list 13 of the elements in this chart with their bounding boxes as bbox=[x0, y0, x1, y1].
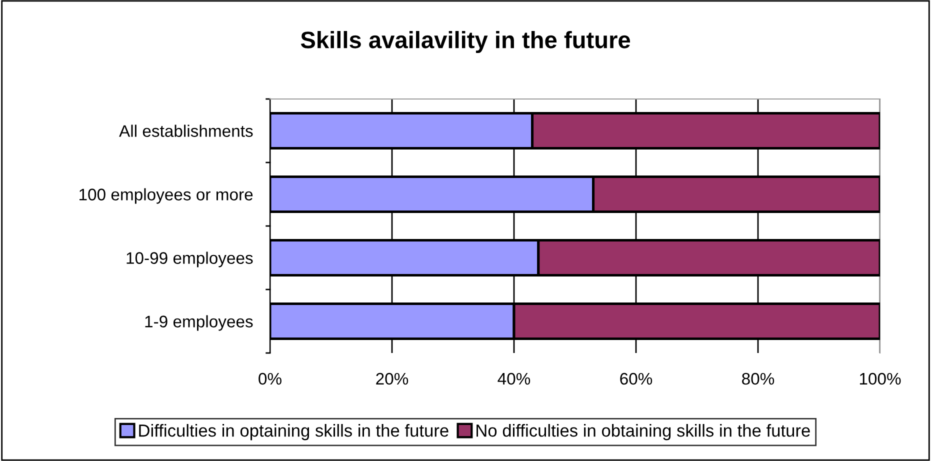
legend-label: No difficulties in obtaining skills in the future bbox=[476, 424, 810, 440]
y-tick-label: All establishments bbox=[119, 124, 253, 137]
legend-label: Difficulties in optaining skills in the future bbox=[139, 424, 448, 440]
x-tick-label: 60% bbox=[620, 372, 652, 385]
y-tick-label: 10-99 employees bbox=[126, 252, 253, 268]
chart-title: Skills availavility in the future bbox=[300, 30, 630, 54]
x-tick-label: 100% bbox=[860, 372, 901, 385]
x-tick-label: 0% bbox=[258, 372, 282, 385]
x-tick-label: 40% bbox=[498, 372, 530, 385]
y-tick-label: 100 employees or more bbox=[80, 188, 253, 204]
x-tick-label: 80% bbox=[742, 372, 774, 385]
y-tick-label: 1-9 employees bbox=[145, 315, 253, 331]
x-tick-label: 20% bbox=[376, 372, 408, 385]
